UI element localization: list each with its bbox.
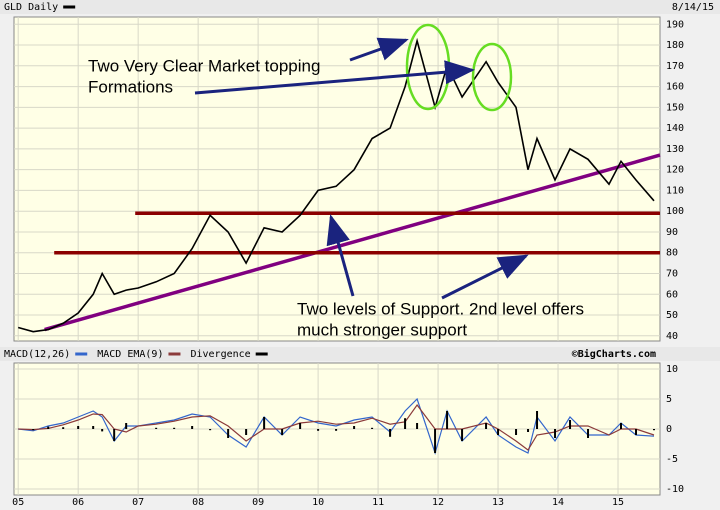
x-tick-label: 15 [612,497,624,508]
header-strip [0,0,720,14]
y-tick-label: 80 [666,248,678,259]
header-strip [0,347,720,361]
y-tick-label: 160 [666,82,684,93]
annotation: Two levels of Support. 2nd level offers [297,299,584,318]
credit: ©BigCharts.com [572,348,656,360]
plot-area [13,16,661,342]
y-tick-label: 140 [666,123,684,134]
y-tick-label: -5 [666,454,678,465]
x-tick-label: 14 [552,497,564,508]
y-tick-label: 120 [666,165,684,176]
x-tick-label: 07 [132,497,144,508]
y-tick-label: 100 [666,206,684,217]
y-tick-label: 10 [666,364,678,375]
annotation: Two Very Clear Market topping [88,56,320,75]
y-tick-label: 110 [666,185,684,196]
chart-date: 8/14/15 [672,2,714,13]
x-tick-label: 13 [492,497,504,508]
y-tick-label: 60 [666,289,678,300]
annotation: Formations [88,77,173,96]
y-tick-label: 0 [666,424,672,435]
y-tick-label: 150 [666,102,684,113]
overlay-line [44,153,661,332]
x-tick-label: 05 [12,497,24,508]
y-tick-label: 40 [666,331,678,342]
x-tick-label: 12 [432,497,444,508]
legend-label: GLD Daily [4,2,58,13]
legend-label: Divergence [190,349,250,360]
y-tick-label: 50 [666,310,678,321]
arrow [441,254,529,300]
y-tick-label: 90 [666,227,678,238]
annotation: much stronger support [297,320,467,339]
y-tick-label: 180 [666,40,684,51]
y-tick-label: 190 [666,19,684,30]
series-line [18,397,655,456]
series-line [17,37,655,333]
y-tick-label: 70 [666,269,678,280]
arrow [349,37,409,62]
y-tick-label: -10 [666,484,684,495]
x-tick-label: 10 [312,497,324,508]
series-line [18,403,655,451]
x-tick-label: 11 [372,497,384,508]
arrow [326,214,355,297]
legend-label: MACD EMA(9) [97,349,163,360]
x-tick-label: 09 [252,497,264,508]
y-tick-label: 5 [666,394,672,405]
y-tick-label: 170 [666,61,684,72]
arrow [194,60,475,95]
y-tick-label: 130 [666,144,684,155]
legend-label: MACD(12,26) [4,349,70,360]
x-tick-label: 06 [72,497,84,508]
annotation-shapes [194,23,529,300]
x-tick-label: 08 [192,497,204,508]
